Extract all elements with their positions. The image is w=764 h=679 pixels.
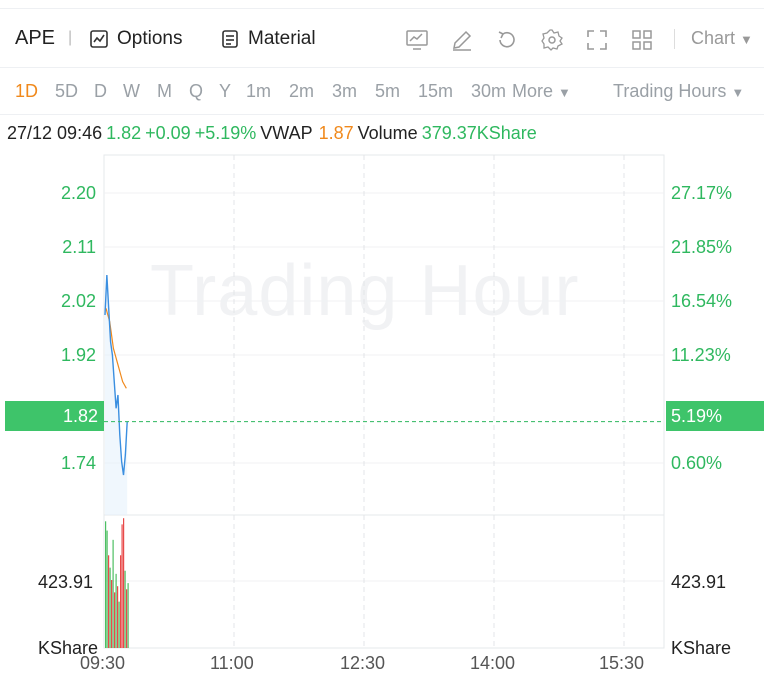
quote-datetime: 27/12 09:46: [7, 123, 103, 143]
timeframe-5m[interactable]: 5m: [375, 81, 401, 101]
timeframe-more[interactable]: More ▼: [512, 81, 571, 102]
quote-change: +0.09: [145, 123, 191, 143]
volume-bar: [117, 586, 119, 648]
volume-bar: [109, 567, 111, 648]
price-line: [104, 274, 128, 476]
fullscreen-icon[interactable]: [585, 28, 609, 52]
options-button[interactable]: Options: [89, 26, 182, 52]
time-label-1530: 15:30: [599, 653, 645, 673]
top-toolbar: APE | Options Material Chart ▼: [0, 8, 764, 68]
options-label: Options: [117, 28, 183, 49]
pct-label-2: 16.54%: [671, 291, 733, 311]
volume-bar: [120, 555, 122, 648]
quote-change-pct: +5.19%: [194, 123, 257, 143]
volume-bars: [105, 518, 129, 648]
volume-bar: [106, 530, 108, 648]
volume-bar: [121, 524, 123, 648]
time-label-1400: 14:00: [470, 653, 516, 673]
gear-icon[interactable]: [540, 28, 564, 52]
vwap-value: 1.87: [318, 123, 354, 143]
symbol-title: APE: [15, 27, 56, 49]
timeframe-d[interactable]: D: [94, 81, 107, 101]
time-label-1100: 11:00: [210, 653, 254, 673]
timeframe-3m[interactable]: 3m: [332, 81, 358, 101]
price-label-1: 2.11: [62, 237, 96, 257]
trading-hours-dropdown[interactable]: Trading Hours ▼: [613, 81, 744, 102]
volume-label: Volume: [357, 123, 418, 143]
time-label-1230: 12:30: [340, 653, 386, 673]
volume-bar: [112, 539, 114, 648]
price-label-2: 2.02: [60, 291, 96, 311]
title-separator: |: [68, 29, 73, 46]
draw-pen-icon[interactable]: [450, 28, 474, 52]
volume-bar: [111, 580, 113, 648]
timeframe-1m[interactable]: 1m: [246, 81, 272, 101]
current-pct-tag: 5.19%: [666, 401, 764, 431]
timeframe-2m[interactable]: 2m: [289, 81, 315, 101]
volume-axis-left: 423.91: [38, 572, 94, 592]
timeframe-30m[interactable]: 30m: [471, 81, 507, 101]
volume-bar: [108, 555, 110, 648]
chart-frame: [103, 154, 665, 649]
caret-down-icon: ▼: [558, 85, 571, 100]
caret-down-icon: ▼: [731, 85, 745, 100]
volume-value: 379.37KShare: [421, 123, 537, 143]
vwap-label: VWAP: [260, 123, 313, 143]
volume-bar: [114, 592, 116, 648]
volume-bar: [118, 601, 120, 648]
quote-info: 27/12 09:46 1.82 +0.09 +5.19% VWAP 1.87 Volume…: [7, 123, 541, 144]
price-label-3: 1.92: [60, 345, 96, 365]
volume-axis-right: 423.91: [671, 572, 727, 592]
pct-label-0: 27.17%: [671, 183, 733, 203]
options-chart-icon: [90, 30, 108, 48]
volume-unit-left: KShare: [38, 638, 99, 658]
volume-bar: [127, 583, 129, 648]
quote-price: 1.82: [106, 123, 142, 143]
toolbar-divider: [674, 29, 675, 49]
pct-label-3: 11.23%: [671, 345, 731, 365]
timeframe-w[interactable]: W: [123, 81, 140, 101]
pct-label-1: 21.85%: [671, 237, 733, 257]
grid-layout-icon[interactable]: [630, 28, 654, 52]
timeframe-bar: 1D 5D D W M Q Y 1m 2m 3m 5m 15m 30m More ▼ Trading Hou…: [0, 69, 764, 115]
pct-label-4: 0.60%: [671, 453, 723, 473]
price-area: [105, 275, 128, 515]
timeframe-5d[interactable]: 5D: [55, 81, 79, 101]
trading-hours-label: Trading Hours: [613, 81, 727, 101]
timeframe-1d[interactable]: 1D: [15, 81, 39, 101]
volume-bar: [105, 521, 107, 648]
timeframe-y[interactable]: Y: [219, 81, 232, 101]
volume-bar: [126, 589, 128, 648]
timeframe-m[interactable]: M: [157, 81, 172, 101]
price-label-4: 1.74: [60, 453, 96, 473]
caret-down-icon: ▼: [740, 32, 753, 47]
chart-dropdown-label: Chart: [691, 28, 736, 48]
more-label: More: [512, 81, 554, 101]
document-icon: [222, 30, 238, 48]
volume-bar: [115, 573, 117, 648]
material-label: Material: [248, 28, 316, 49]
chart-dropdown[interactable]: Chart ▼: [691, 28, 753, 49]
volume-bar: [123, 518, 125, 648]
material-button[interactable]: Material: [220, 26, 316, 52]
time-label-0930: 09:30: [80, 653, 126, 673]
volume-bar: [124, 570, 126, 648]
volume-unit-right: KShare: [671, 638, 732, 658]
price-label-0: 2.20: [60, 183, 96, 203]
chart-monitor-icon[interactable]: [405, 28, 429, 52]
current-price-tag: 1.82: [5, 401, 104, 431]
timeframe-15m[interactable]: 15m: [418, 81, 454, 101]
refresh-icon[interactable]: [495, 28, 519, 52]
chart-grid: [103, 154, 665, 649]
timeframe-q[interactable]: Q: [189, 81, 204, 101]
